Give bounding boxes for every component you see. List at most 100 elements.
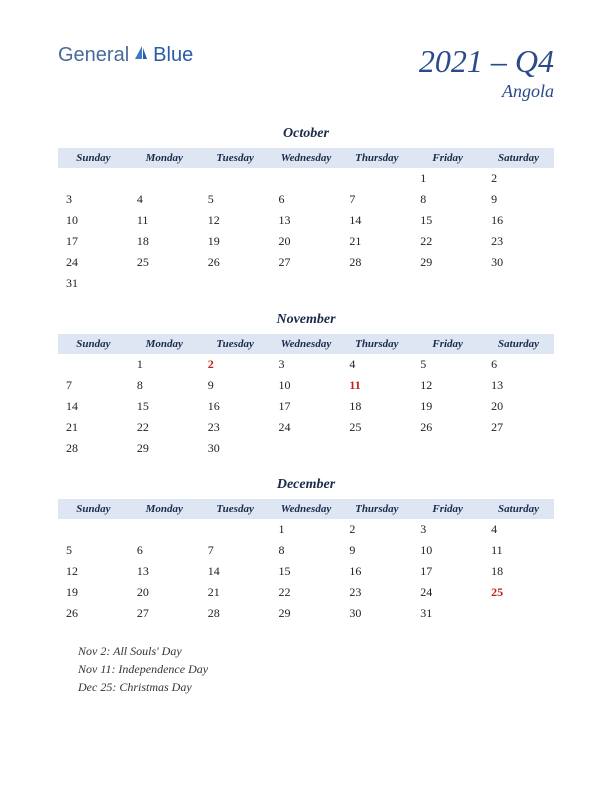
day-header: Sunday: [58, 148, 129, 168]
calendar-day: 14: [341, 210, 412, 231]
calendar-day: 31: [412, 603, 483, 624]
calendar-day: 26: [58, 603, 129, 624]
calendar-day: 27: [483, 417, 554, 438]
logo-sail-icon: [132, 44, 150, 68]
calendar-day: 16: [341, 561, 412, 582]
calendar-month: NovemberSundayMondayTuesdayWednesdayThur…: [58, 312, 554, 459]
calendar-day: 5: [58, 540, 129, 561]
day-header: Wednesday: [271, 334, 342, 354]
calendar-day: 1: [412, 168, 483, 189]
calendar-day: 1: [129, 354, 200, 375]
day-header: Tuesday: [200, 148, 271, 168]
calendar-day: 17: [412, 561, 483, 582]
calendar-day: 21: [58, 417, 129, 438]
calendar-day: 6: [483, 354, 554, 375]
calendar-day: [129, 273, 200, 294]
day-header: Saturday: [483, 148, 554, 168]
calendar-row: 12131415161718: [58, 561, 554, 582]
calendar-day: 27: [129, 603, 200, 624]
calendar-row: 12: [58, 168, 554, 189]
calendar-day: 3: [412, 519, 483, 540]
calendar-day: 18: [483, 561, 554, 582]
calendar-day: 11: [341, 375, 412, 396]
logo-text-blue: Blue: [153, 44, 193, 67]
calendar-day: 24: [271, 417, 342, 438]
day-header: Monday: [129, 334, 200, 354]
calendar-day: 22: [412, 231, 483, 252]
day-header: Tuesday: [200, 334, 271, 354]
calendar-day: [341, 273, 412, 294]
calendar-day: 14: [200, 561, 271, 582]
calendar-day: 9: [341, 540, 412, 561]
calendar-day: 4: [341, 354, 412, 375]
calendar-day: 10: [412, 540, 483, 561]
calendar-day: [483, 273, 554, 294]
page-subtitle: Angola: [419, 81, 554, 102]
calendar-row: 14151617181920: [58, 396, 554, 417]
calendar-day: 19: [412, 396, 483, 417]
calendar-day: [483, 438, 554, 459]
calendar-day: 24: [412, 582, 483, 603]
calendar-day: [200, 168, 271, 189]
calendar-day: 18: [129, 231, 200, 252]
holiday-entry: Dec 25: Christmas Day: [78, 678, 554, 696]
calendar-day: 7: [58, 375, 129, 396]
title-block: 2021 – Q4 Angola: [419, 44, 554, 102]
calendar-row: 10111213141516: [58, 210, 554, 231]
calendar-month: DecemberSundayMondayTuesdayWednesdayThur…: [58, 477, 554, 624]
calendar-day: [483, 603, 554, 624]
day-header: Saturday: [483, 499, 554, 519]
calendar-row: 78910111213: [58, 375, 554, 396]
calendar-day: 13: [129, 561, 200, 582]
calendar-day: 28: [341, 252, 412, 273]
calendar-month: OctoberSundayMondayTuesdayWednesdayThurs…: [58, 126, 554, 294]
calendar-row: 282930: [58, 438, 554, 459]
calendar-day: 15: [271, 561, 342, 582]
calendar-day: 7: [341, 189, 412, 210]
calendar-day: 28: [58, 438, 129, 459]
calendar-day: 22: [271, 582, 342, 603]
day-header: Thursday: [341, 499, 412, 519]
calendar-row: 21222324252627: [58, 417, 554, 438]
calendar-day: [58, 519, 129, 540]
calendar-day: 22: [129, 417, 200, 438]
calendar-day: [412, 273, 483, 294]
calendar-day: 29: [271, 603, 342, 624]
calendar-day: 20: [483, 396, 554, 417]
calendar-day: [200, 273, 271, 294]
month-name: November: [58, 312, 554, 328]
calendar-day: 29: [412, 252, 483, 273]
calendar-day: 3: [271, 354, 342, 375]
calendar-day: 17: [58, 231, 129, 252]
day-header: Saturday: [483, 334, 554, 354]
calendar-day: 28: [200, 603, 271, 624]
calendar-day: [58, 168, 129, 189]
calendar-day: 2: [341, 519, 412, 540]
logo: General Blue: [58, 44, 193, 68]
calendar-day: 5: [412, 354, 483, 375]
calendar-row: 1234: [58, 519, 554, 540]
calendar-day: 12: [412, 375, 483, 396]
calendar-day: 8: [271, 540, 342, 561]
calendar-day: 8: [129, 375, 200, 396]
calendar-row: 31: [58, 273, 554, 294]
calendar-day: 23: [200, 417, 271, 438]
day-header: Friday: [412, 334, 483, 354]
calendar-row: 17181920212223: [58, 231, 554, 252]
calendar-day: 18: [341, 396, 412, 417]
calendar-day: [271, 273, 342, 294]
calendar-day: 31: [58, 273, 129, 294]
calendar-day: [271, 438, 342, 459]
day-header: Sunday: [58, 499, 129, 519]
calendar-day: 11: [483, 540, 554, 561]
calendar-day: 25: [129, 252, 200, 273]
calendar-day: 12: [200, 210, 271, 231]
calendar-day: 25: [341, 417, 412, 438]
calendar-day: 1: [271, 519, 342, 540]
day-header: Tuesday: [200, 499, 271, 519]
calendar-day: 26: [200, 252, 271, 273]
day-header: Thursday: [341, 334, 412, 354]
calendar-day: 15: [412, 210, 483, 231]
calendar-day: 8: [412, 189, 483, 210]
calendar-day: [58, 354, 129, 375]
